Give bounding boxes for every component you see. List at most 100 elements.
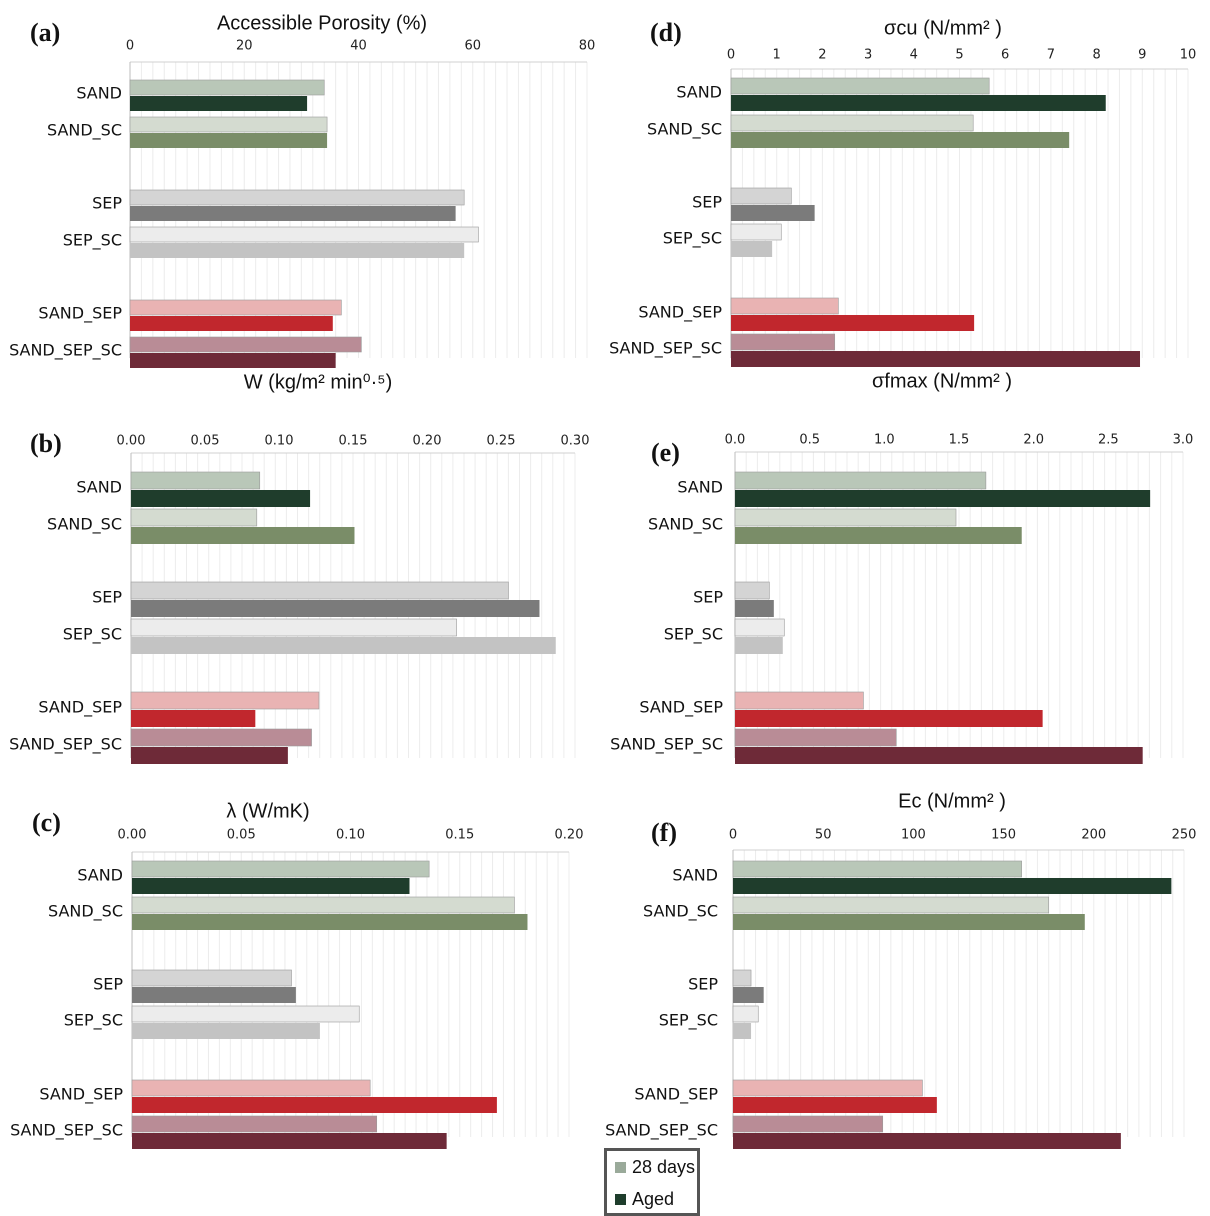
panel-f-tick-label: 50 (815, 828, 832, 843)
panel-e-tick-label: 0.5 (799, 433, 820, 448)
panel-a-bar-28-days (129, 336, 362, 353)
panel-a-tick-label: 80 (579, 39, 596, 54)
panel-b-bar-28-days (130, 618, 457, 637)
panel-b-category-label: SAND_SEP (38, 698, 122, 718)
panel-b-bar-aged (131, 527, 355, 544)
panel-a-bar-28-days (129, 189, 465, 206)
panel-c-bar-aged (132, 914, 528, 930)
panel-f-tick-label: 0 (729, 828, 737, 843)
panel-c-bar-aged (132, 1097, 497, 1113)
panel-f-category-label: SEP (688, 975, 718, 994)
panel-c-bar-28-days (131, 1079, 371, 1097)
panel-f-tick-label: 250 (1172, 828, 1197, 843)
panel-d-tick-label: 1 (773, 48, 781, 63)
panel-f-category-label: SAND (672, 866, 718, 885)
panel-e-bar-aged (735, 600, 774, 617)
panel-a-bar-28-days (129, 226, 479, 243)
panel-a-tick-label: 40 (350, 39, 367, 54)
panel-e-bar-aged (735, 637, 783, 654)
panel-b-bar-28-days (130, 508, 258, 527)
panel-c-bar-28-days (131, 896, 515, 914)
panel-a-category-label: SEP (92, 194, 122, 213)
legend-item-28-days: 28 days (615, 1157, 695, 1177)
panel-b-bar-aged (131, 600, 540, 617)
panel-d-bar-aged (731, 241, 773, 257)
panel-a-label: (a) (30, 18, 60, 47)
panel-f-bar-28-days (732, 969, 752, 987)
panel-b-category-label: SAND (76, 478, 122, 497)
panel-f-label: (f) (651, 818, 677, 847)
panel-f-category-label: SAND_SEP_SC (605, 1121, 718, 1141)
panel-e-tick-label: 1.0 (874, 433, 895, 448)
panel-e-tick-label: 2.0 (1023, 433, 1044, 448)
panel-f-bar-aged (733, 1023, 752, 1039)
panel-f-category-label: SAND_SEP (634, 1085, 718, 1105)
panel-b-bar-28-days (130, 728, 312, 747)
panel-a-bar-aged (130, 206, 456, 221)
panel-f-bar-28-days (732, 1005, 759, 1023)
panel-e-category-label: SAND (677, 478, 723, 497)
panel-f-bar-aged (733, 987, 764, 1003)
panel-a-bar-aged (130, 133, 328, 148)
panel-c-tick-label: 0.20 (555, 828, 584, 843)
panel-a-category-label: SEP_SC (63, 231, 122, 251)
panel-e-category-label: SAND_SC (648, 515, 723, 535)
panel-d-category-label: SAND_SEP (638, 303, 722, 323)
panel-b-tick-label: 0.30 (561, 434, 590, 449)
panel-b-tick-label: 0.20 (413, 434, 442, 449)
panel-a-bar-28-days (129, 116, 328, 133)
panel-a-category-label: SAND_SEP_SC (9, 341, 122, 361)
panel-a-bar-aged (130, 243, 465, 258)
panel-a-axis-title: Accessible Porosity (%) (217, 12, 427, 34)
panel-f-category-label: SAND_SC (643, 902, 718, 922)
panel-e-category-label: SEP_SC (664, 625, 723, 645)
panel-c-tick-label: 0.15 (445, 828, 474, 843)
panel-e-tick-label: 2.5 (1098, 433, 1119, 448)
panel-c-tick-label: 0.00 (118, 828, 147, 843)
panel-c-bar-28-days (131, 969, 292, 987)
panel-d-bar-aged (731, 205, 815, 221)
panel-d-bar-28-days (730, 223, 782, 241)
panel-c-bar-aged (132, 1133, 447, 1149)
panel-f-axis-title: Ec (N/mm² ) (898, 790, 1006, 812)
panel-b-bar-28-days (130, 471, 261, 490)
panel-c-category-label: SAND_SEP_SC (10, 1121, 123, 1141)
panel-e-bar-aged (735, 710, 1043, 727)
panel-f-bar-aged (733, 878, 1172, 894)
panel-e-bar-28-days (734, 618, 785, 637)
panel-f-bar-aged (733, 1097, 937, 1113)
panel-f-bar-28-days (732, 896, 1050, 914)
panel-b-tick-label: 0.15 (339, 434, 368, 449)
panel-d-label: (d) (650, 18, 682, 47)
panel-e-category-label: SEP (693, 588, 723, 607)
legend-item-aged: Aged (615, 1189, 674, 1209)
panel-e-bar-28-days (734, 471, 987, 490)
panel-d-category-label: SAND (676, 83, 722, 102)
panel-d-bar-28-days (730, 114, 974, 132)
panel-a-category-label: SAND_SC (47, 121, 122, 141)
panel-f-bar-28-days (732, 860, 1022, 878)
panel-b-bar-28-days (130, 581, 509, 600)
legend-label-28-days: 28 days (632, 1156, 696, 1177)
panel-b-category-label: SEP_SC (63, 625, 122, 645)
panel-a-bar-aged (130, 96, 308, 111)
panel-c-bar-aged (132, 878, 410, 894)
panel-e-category-label: SAND_SEP_SC (610, 735, 723, 755)
panel-e-bar-28-days (734, 691, 864, 710)
panel-f-bar-aged (733, 1133, 1121, 1149)
panel-e-category-label: SAND_SEP (639, 698, 723, 718)
panel-b-bar-aged (131, 747, 288, 764)
panel-c-bar-aged (132, 1023, 320, 1039)
panel-b-category-label: SEP (92, 588, 122, 607)
panel-d-bar-28-days (730, 333, 836, 351)
panel-e-axis-title: σfmax (N/mm² ) (872, 370, 1012, 392)
panel-d-bar-aged (731, 315, 975, 331)
panel-f-tick-label: 100 (901, 828, 926, 843)
panel-b-tick-label: 0.00 (117, 434, 146, 449)
panel-d-tick-label: 3 (864, 48, 872, 63)
panel-a-category-label: SAND_SEP (38, 304, 122, 324)
panel-d-bar-28-days (730, 77, 990, 95)
panel-f-bar-28-days (732, 1115, 884, 1133)
panel-b-axis-title: W (kg/m² min⁰·⁵) (244, 371, 393, 393)
panel-c-category-label: SEP (93, 975, 123, 994)
